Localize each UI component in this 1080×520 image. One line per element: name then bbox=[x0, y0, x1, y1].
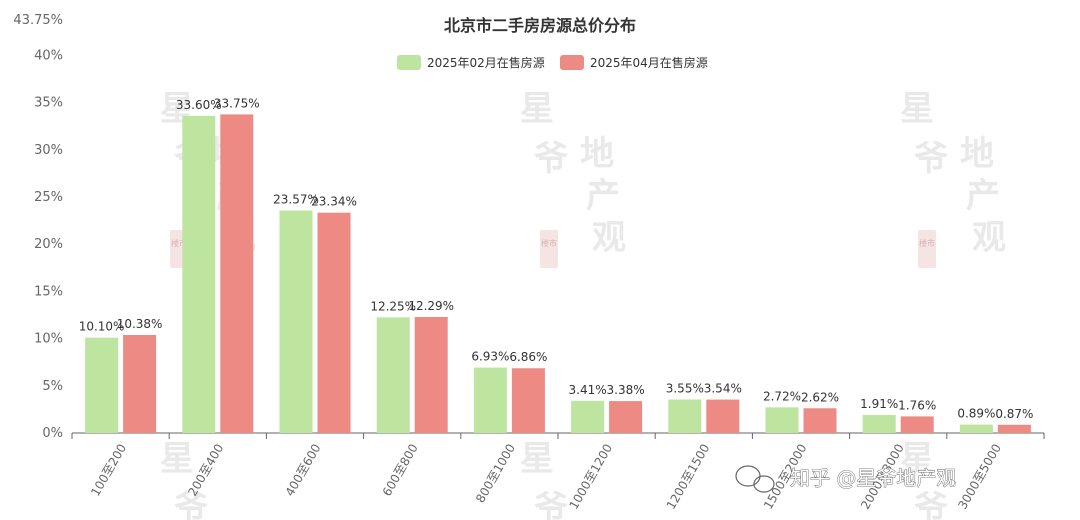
bar-apr[interactable] bbox=[997, 424, 1031, 433]
watermark-char: 观 bbox=[972, 218, 1006, 258]
data-label: 10.10% bbox=[79, 320, 125, 334]
x-tick-label: 400至600 bbox=[283, 442, 324, 499]
watermark-seal: 楼市 bbox=[918, 230, 936, 268]
watermark-footer: 知乎 @星爷地产观 bbox=[790, 466, 956, 490]
x-tick-label: 3000至5000 bbox=[955, 442, 1004, 512]
legend-swatch bbox=[560, 55, 584, 70]
x-tick-label: 1200至1500 bbox=[664, 442, 713, 512]
watermark-char: 星 bbox=[520, 439, 554, 479]
watermark-char: 爷 bbox=[534, 489, 568, 520]
data-label: 3.38% bbox=[607, 383, 645, 397]
wechat-icon bbox=[735, 465, 775, 493]
bar-feb[interactable] bbox=[376, 317, 410, 433]
bar-apr[interactable] bbox=[123, 335, 157, 433]
bar-apr[interactable] bbox=[803, 408, 837, 433]
legend[interactable]: 2025年02月在售房源 2025年04月在售房源 bbox=[397, 55, 708, 70]
x-tick-label: 600至800 bbox=[380, 442, 421, 499]
bar-apr[interactable] bbox=[900, 416, 934, 433]
y-tick-label: 43.75% bbox=[13, 13, 63, 28]
legend-swatch bbox=[397, 55, 421, 70]
y-tick-label: 5% bbox=[42, 379, 63, 394]
watermark-char: 星 bbox=[520, 89, 554, 129]
watermark-seal-text: 楼市 bbox=[171, 238, 187, 248]
data-label: 3.41% bbox=[569, 383, 607, 397]
bar-feb[interactable] bbox=[765, 407, 799, 433]
data-label: 12.25% bbox=[370, 299, 416, 313]
watermark-char: 星 bbox=[160, 439, 194, 479]
bar-feb[interactable] bbox=[668, 399, 702, 433]
data-label: 3.54% bbox=[704, 382, 742, 396]
y-tick-label: 15% bbox=[34, 284, 63, 299]
data-label: 1.91% bbox=[860, 397, 898, 411]
bar-apr[interactable] bbox=[609, 401, 643, 433]
legend-item-apr[interactable]: 2025年04月在售房源 bbox=[560, 55, 708, 70]
legend-item-feb[interactable]: 2025年02月在售房源 bbox=[397, 55, 545, 70]
watermark-char: 星 bbox=[900, 89, 934, 129]
watermark-char: 产 bbox=[586, 176, 620, 216]
data-label: 2.72% bbox=[763, 389, 801, 403]
bar-apr[interactable] bbox=[414, 316, 448, 433]
bar-apr[interactable] bbox=[317, 212, 351, 433]
watermark-seal-text: 楼市 bbox=[919, 238, 935, 248]
y-tick-label: 25% bbox=[34, 190, 63, 205]
x-tick-label: 100至200 bbox=[88, 442, 129, 499]
bar-apr[interactable] bbox=[220, 114, 254, 434]
chart-title: 北京市二手房房源总价分布 bbox=[444, 16, 636, 35]
watermark-char: 爷 bbox=[914, 139, 948, 179]
bar-feb[interactable] bbox=[182, 115, 216, 433]
data-label: 12.29% bbox=[408, 299, 454, 313]
data-label: 23.34% bbox=[311, 195, 357, 209]
y-tick-label: 10% bbox=[34, 332, 63, 347]
bar-apr[interactable] bbox=[706, 399, 740, 433]
watermark-char: 观 bbox=[592, 218, 626, 258]
x-tick-label: 800至1000 bbox=[473, 442, 518, 506]
watermark-char: 星 bbox=[900, 439, 934, 479]
data-labels: 10.10%10.38% 33.60%33.75% 23.57%23.34% 12.2… bbox=[79, 96, 1034, 420]
data-label: 3.55% bbox=[666, 381, 704, 395]
bar-feb[interactable] bbox=[571, 400, 605, 433]
data-label: 0.87% bbox=[995, 407, 1033, 421]
watermark-seal-text: 楼市 bbox=[541, 238, 557, 248]
axes: 0% 5% 10% 15% 20% 25% 30% 35% 40% 43.75% 100至200 20… bbox=[13, 13, 1045, 512]
x-tick-label: 1000至1200 bbox=[567, 442, 616, 512]
bars bbox=[85, 114, 1031, 434]
data-label: 1.76% bbox=[898, 398, 936, 412]
watermark-char: 地 bbox=[580, 134, 614, 174]
legend-label: 2025年04月在售房源 bbox=[590, 55, 708, 70]
bar-feb[interactable] bbox=[959, 424, 993, 433]
watermark-seal: 楼市 bbox=[540, 230, 558, 268]
data-label: 33.60% bbox=[176, 98, 222, 112]
data-label: 0.89% bbox=[957, 407, 995, 421]
y-tick-label: 0% bbox=[42, 426, 63, 441]
watermark-char: 产 bbox=[966, 176, 1000, 216]
bar-feb[interactable] bbox=[862, 414, 896, 433]
watermark-char: 爷 bbox=[174, 489, 208, 520]
bar-feb[interactable] bbox=[279, 210, 313, 433]
data-label: 6.86% bbox=[509, 350, 547, 364]
data-label: 10.38% bbox=[117, 317, 163, 331]
data-label: 6.93% bbox=[471, 350, 509, 364]
watermark-char: 地 bbox=[960, 134, 994, 174]
watermark-char: 爷 bbox=[534, 139, 568, 179]
bar-apr[interactable] bbox=[511, 368, 545, 433]
data-label: 33.75% bbox=[214, 96, 260, 110]
y-tick-label: 20% bbox=[34, 237, 63, 252]
y-tick-label: 35% bbox=[34, 96, 63, 111]
y-tick-label: 40% bbox=[34, 48, 63, 63]
bar-feb[interactable] bbox=[85, 337, 119, 433]
watermark-char: 爷 bbox=[914, 489, 948, 520]
y-tick-label: 30% bbox=[34, 143, 63, 158]
data-label: 2.62% bbox=[801, 390, 839, 404]
legend-label: 2025年02月在售房源 bbox=[427, 55, 545, 70]
data-label: 23.57% bbox=[273, 192, 319, 206]
bar-feb[interactable] bbox=[473, 367, 507, 433]
